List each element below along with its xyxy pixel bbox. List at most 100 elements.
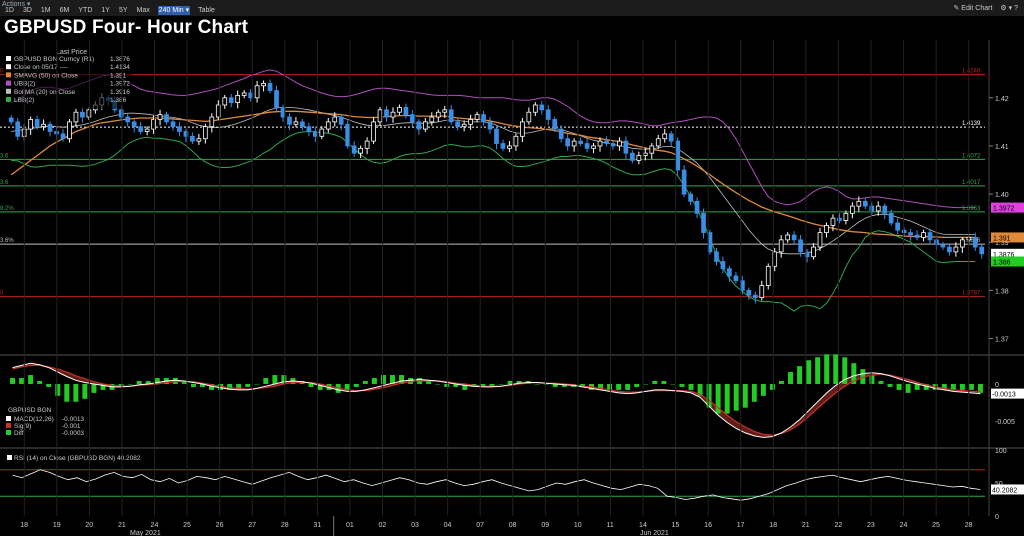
price-badge-label: 1.386: [993, 260, 1011, 267]
candle: [921, 232, 926, 238]
diff-bar: [73, 383, 79, 402]
candle: [448, 109, 454, 123]
candle: [474, 114, 480, 120]
price-badge: [991, 256, 1024, 267]
rsi-y-tick-label: 100: [995, 448, 1007, 455]
range-tab-6m[interactable]: 6M: [59, 7, 70, 14]
candle: [461, 123, 467, 128]
candle: [675, 140, 681, 171]
candle: [267, 82, 273, 91]
diff-bar: [326, 383, 332, 390]
candle: [384, 109, 389, 118]
fib-level-label: 1.3963: [962, 206, 981, 212]
fib-level-label: 1.4072: [962, 153, 981, 159]
candle: [8, 117, 14, 123]
diff-bar: [91, 383, 97, 393]
range-tab-3d[interactable]: 3D: [22, 7, 32, 14]
diff-bar: [64, 383, 70, 402]
candle: [720, 261, 726, 270]
diff-bar: [317, 383, 323, 390]
diff-bar: [227, 383, 233, 390]
diff-bar: [272, 375, 278, 384]
x-tick-label: 18: [769, 522, 777, 529]
x-tick-label: 28: [965, 522, 973, 529]
candle: [377, 109, 383, 123]
diff-bar: [19, 378, 25, 384]
diff-bar: [652, 380, 658, 384]
candle: [332, 116, 338, 123]
x-tick-label: 04: [444, 522, 452, 529]
range-tab-1d[interactable]: 1D: [5, 7, 14, 14]
x-tick-label: 02: [379, 522, 387, 529]
candle: [351, 145, 357, 154]
edit-chart-button[interactable]: ✎ Edit Chart: [953, 5, 993, 12]
candle: [953, 246, 959, 253]
legend-item-name: GBPUSD BGN Curncy (R1): [14, 56, 94, 63]
diff-bar: [543, 383, 549, 385]
price-badge-label: 1.3972: [993, 206, 1015, 213]
table-button[interactable]: Table: [198, 7, 215, 14]
candle: [254, 85, 260, 99]
diff-bar: [616, 383, 622, 390]
candle: [177, 126, 182, 132]
legend-item-value: 1.4134: [110, 64, 130, 71]
diff-bar: [634, 383, 640, 387]
candle: [487, 121, 493, 130]
window-controls[interactable]: ⚙ ▾ ?: [1000, 5, 1018, 12]
candle: [727, 268, 732, 277]
candle: [558, 128, 564, 140]
interval-select[interactable]: 240 Min ▾: [157, 6, 191, 15]
legend-item-value: 1.3876: [110, 56, 130, 63]
diff-bar: [760, 383, 766, 396]
candle: [507, 145, 512, 149]
diff-bar: [489, 383, 495, 387]
diff-bar: [435, 383, 441, 385]
diff-bar: [923, 383, 929, 390]
fib-level-label: 1.4248: [962, 69, 981, 75]
y-tick-label: 1.39: [995, 240, 1009, 247]
candle: [850, 205, 855, 214]
rsi-badge: [991, 484, 1024, 495]
candle: [494, 128, 499, 144]
y-tick-label: 1.38: [995, 288, 1009, 295]
range-tab-1y[interactable]: 1Y: [101, 7, 110, 14]
candle: [67, 121, 72, 140]
candle: [28, 119, 33, 130]
diff-bar: [733, 383, 739, 411]
diff-bar: [661, 380, 667, 384]
range-tab-1m[interactable]: 1M: [40, 7, 51, 14]
diff-bar: [353, 383, 359, 387]
candle: [694, 200, 700, 214]
diff-bar: [824, 354, 830, 384]
diff-bar: [950, 383, 956, 390]
legend-swatch: [6, 64, 11, 70]
candle: [798, 239, 803, 253]
actions-menu[interactable]: Actions ▾: [2, 1, 31, 8]
candle: [655, 138, 661, 147]
candle: [125, 116, 131, 123]
candle: [215, 104, 221, 118]
range-tab-max[interactable]: Max: [136, 7, 150, 14]
candle: [60, 133, 66, 140]
diff-bar: [724, 383, 730, 414]
price-badge: [991, 248, 1024, 259]
range-tab-5y[interactable]: 5Y: [118, 7, 128, 14]
macd-legend-swatch: [6, 423, 11, 428]
candle: [131, 121, 137, 128]
candle: [604, 140, 609, 144]
range-tab-ytd[interactable]: YTD: [78, 7, 93, 14]
legend-item-value: 1.3972: [110, 81, 130, 88]
rsi-line: [12, 469, 981, 501]
candle: [138, 126, 143, 132]
macd-line: [12, 362, 981, 438]
candle: [960, 239, 965, 248]
y-tick-label: 1.41: [995, 144, 1009, 151]
diff-bar: [887, 383, 893, 387]
diff-bar: [968, 383, 974, 390]
macd-y-tick-label: -0.005: [995, 419, 1015, 426]
diff-bar: [181, 380, 187, 384]
candle: [578, 140, 583, 144]
candle: [274, 90, 279, 108]
candle: [539, 104, 545, 111]
candle: [947, 246, 952, 253]
